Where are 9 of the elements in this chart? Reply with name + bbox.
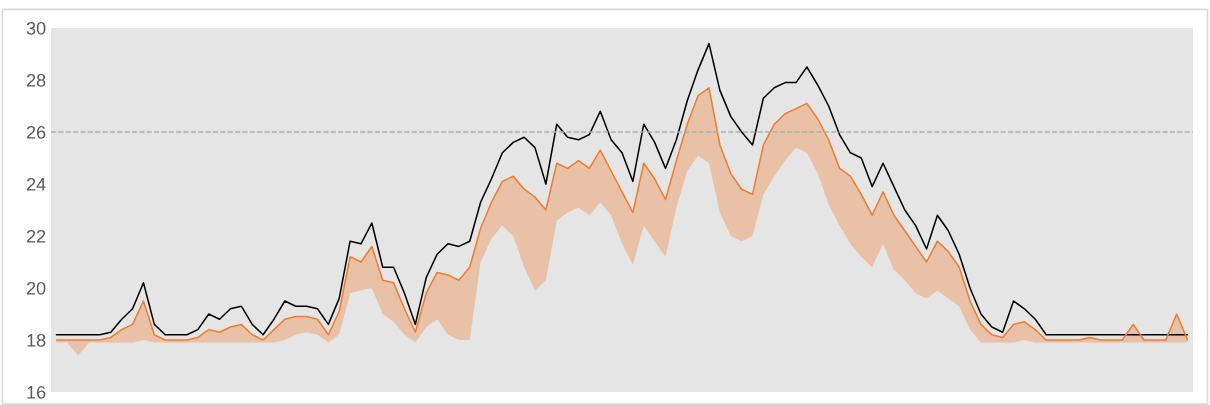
y-tick-label: 30: [26, 21, 46, 35]
y-tick-label: 26: [26, 125, 46, 139]
y-tick-label: 24: [26, 177, 46, 191]
line-series: [55, 42, 1189, 336]
y-tick-label: 18: [27, 333, 46, 347]
y-tick-label: 20: [26, 281, 46, 295]
y-tick-label: 16: [27, 385, 46, 399]
y-tick-label: 28: [26, 73, 46, 87]
y-tick-label: 22: [26, 229, 46, 243]
